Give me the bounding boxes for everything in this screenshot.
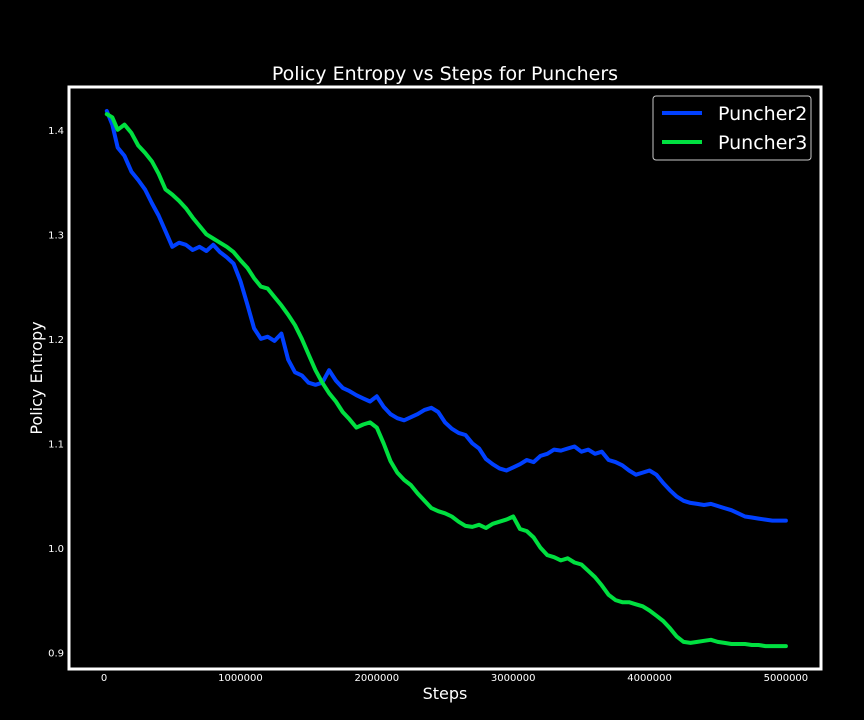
chart-title: Policy Entropy vs Steps for Punchers xyxy=(272,63,618,85)
x-tick-label: 3000000 xyxy=(491,673,536,684)
y-axis-label: Policy Entropy xyxy=(27,321,46,434)
y-tick-label: 1.1 xyxy=(48,439,64,450)
legend-label-puncher2: Puncher2 xyxy=(718,103,807,125)
x-tick-label: 4000000 xyxy=(627,673,672,684)
x-tick-label: 5000000 xyxy=(764,673,809,684)
series-line-puncher2 xyxy=(104,109,788,523)
x-tick-label: 1000000 xyxy=(218,673,263,684)
legend: Puncher2 Puncher3 xyxy=(652,95,812,161)
x-axis-label: Steps xyxy=(423,684,468,703)
y-tick-label: 1.3 xyxy=(48,230,64,241)
x-tick-label: 0 xyxy=(101,673,107,684)
y-tick-label: 1.0 xyxy=(48,544,64,555)
series-line-puncher3 xyxy=(104,112,788,649)
plot-frame xyxy=(67,85,823,671)
y-tick-label: 0.9 xyxy=(48,648,64,659)
series-lines xyxy=(104,109,788,649)
y-tick-label: 1.2 xyxy=(48,335,64,346)
y-tick-label: 1.4 xyxy=(48,126,64,137)
y-axis: 0.9 1.0 1.1 1.2 1.3 1.4 xyxy=(48,126,64,660)
x-tick-label: 2000000 xyxy=(355,673,400,684)
x-axis: 0 1000000 2000000 3000000 4000000 5000000 xyxy=(101,673,808,684)
legend-label-puncher3: Puncher3 xyxy=(718,132,807,154)
